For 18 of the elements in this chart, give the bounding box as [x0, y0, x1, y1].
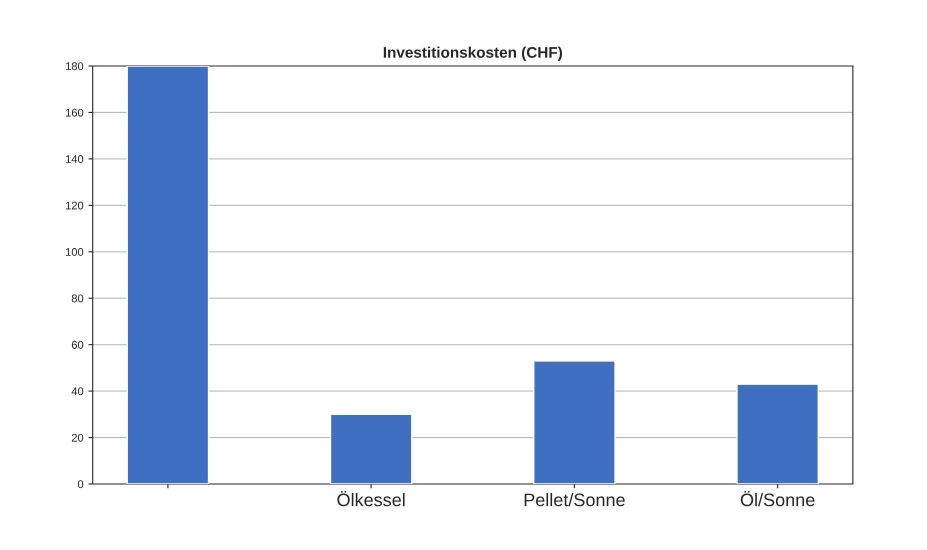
chart-title: Investitionskosten (CHF) [384, 46, 562, 61]
y-tick-label: 60 [72, 340, 84, 349]
y-tick-label: 140 [66, 155, 84, 164]
x-tick-label: Ölkessel [337, 491, 405, 506]
y-tick-label: 80 [72, 294, 84, 302]
y-tick-label: 20 [72, 434, 84, 442]
x-tick-label: Öl/Sonne [740, 491, 814, 506]
y-tick-label: 180 [66, 62, 84, 70]
bar [126, 66, 210, 484]
y-tick-label: 120 [66, 202, 84, 210]
y-tick-label: 0 [78, 480, 84, 488]
bar [330, 414, 412, 484]
y-tick-label: 100 [66, 248, 84, 256]
y-tick-label: 160 [66, 108, 84, 117]
bar [736, 383, 819, 484]
bar [533, 360, 616, 484]
x-tick-label: Pellet/Sonne [524, 493, 625, 506]
y-tick-label: 40 [72, 387, 84, 396]
